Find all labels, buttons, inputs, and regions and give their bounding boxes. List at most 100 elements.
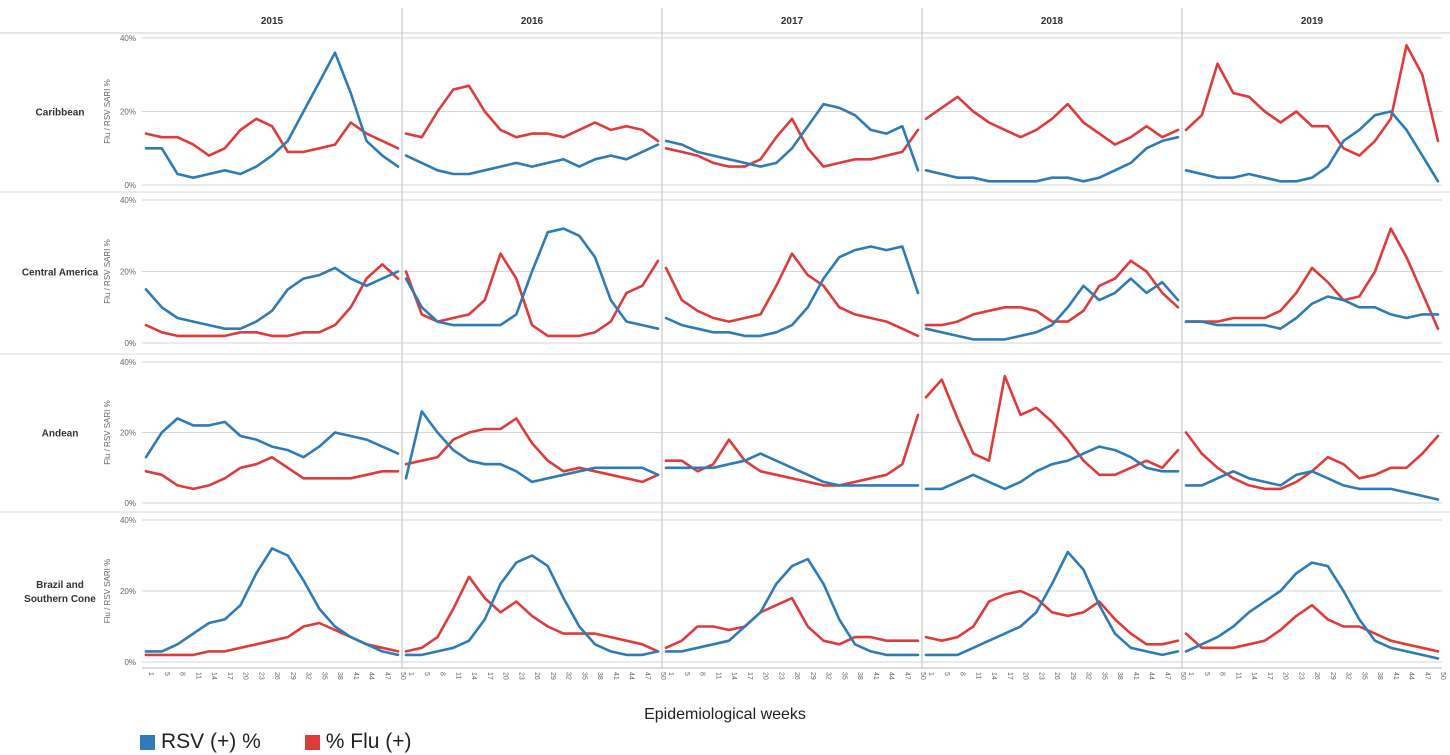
x-tick-label: 1 [147,672,154,676]
line-rsv-brazil-and-southern-cone-2018 [924,550,1180,657]
line-flu-caribbean-2015 [144,117,400,157]
x-tick-label: 50 [1179,672,1186,680]
x-tick-label: 14 [990,672,997,680]
region-label-brazil-and-southern-cone: Southern Cone [24,594,96,605]
x-tick-label: 1 [667,672,674,676]
x-tick-label: 47 [643,672,650,680]
x-tick-label: 41 [1132,672,1139,680]
x-tick-label: 32 [305,672,312,680]
line-rsv-central-america-2017 [664,245,920,338]
x-tick-label: 29 [1329,672,1336,680]
x-tick-label: 47 [903,672,910,680]
x-tick-label: 20 [1282,672,1289,680]
x-tick-label: 26 [793,672,800,680]
line-rsv-brazil-and-southern-cone-2017 [664,557,920,657]
x-tick-label: 44 [1148,672,1155,680]
x-tick-label: 38 [1116,672,1123,680]
x-tick-label: 29 [809,672,816,680]
x-tick-label: 41 [872,672,879,680]
x-tick-label: 41 [612,672,619,680]
year-header-2019: 2019 [1301,16,1324,27]
region-label-brazil-and-southern-cone: Brazil and [36,580,84,591]
x-tick-label: 44 [888,672,895,680]
y-tick-label: 40% [120,516,136,525]
x-tick-label: 44 [628,672,635,680]
y-tick-label: 0% [124,658,136,667]
x-tick-label: 5 [943,672,950,676]
y-tick-label: 0% [124,181,136,190]
x-tick-label: 29 [549,672,556,680]
x-axis-title: Epidemiological weeks [644,706,806,723]
x-tick-label: 47 [1163,672,1170,680]
x-tick-label: 5 [683,672,690,676]
x-tick-label: 11 [974,672,981,679]
x-tick-label: 38 [856,672,863,680]
x-tick-label: 1 [927,672,934,676]
line-flu-central-america-2018 [924,259,1180,327]
x-tick-label: 38 [1376,672,1383,680]
x-tick-label: 23 [257,672,264,680]
x-tick-label: 14 [210,672,217,680]
line-flu-andean-2018 [924,374,1180,477]
y-axis-title: Flu / RSV SARI % [103,559,112,623]
x-tick-label: 20 [502,672,509,680]
x-tick-label: 11 [454,672,461,679]
line-flu-caribbean-2018 [924,95,1180,146]
line-rsv-caribbean-2017 [664,102,920,172]
x-tick-label: 47 [1423,672,1430,680]
x-tick-label: 23 [1297,672,1304,680]
line-rsv-andean-2016 [404,410,660,484]
x-tick-label: 23 [1037,672,1044,680]
line-rsv-brazil-and-southern-cone-2016 [404,554,660,657]
line-rsv-andean-2019 [1184,469,1440,501]
line-flu-central-america-2017 [664,252,920,338]
x-tick-label: 8 [959,672,966,676]
line-rsv-andean-2018 [924,445,1180,491]
x-tick-label: 5 [423,672,430,676]
x-tick-label: 29 [289,672,296,680]
legend-item-flu: % Flu (+) [304,730,412,754]
x-tick-label: 26 [533,672,540,680]
x-tick-label: 14 [1250,672,1257,680]
x-tick-label: 41 [1392,672,1399,680]
y-axis-title: Flu / RSV SARI % [103,400,112,464]
x-tick-label: 26 [1313,672,1320,680]
x-tick-label: 35 [580,672,587,680]
line-flu-andean-2015 [144,455,400,491]
y-tick-label: 20% [120,429,136,438]
line-rsv-central-america-2016 [404,227,660,331]
line-rsv-central-america-2019 [1184,295,1440,331]
line-rsv-caribbean-2015 [144,51,400,179]
legend-label-rsv: RSV (+) % [161,730,261,753]
legend-swatch-flu [304,734,320,750]
y-tick-label: 0% [124,339,136,348]
x-tick-label: 11 [1234,672,1241,679]
x-tick-label: 20 [762,672,769,680]
x-tick-label: 50 [919,672,926,680]
x-tick-label: 23 [777,672,784,680]
line-flu-central-america-2015 [144,263,400,338]
y-axis-title: Flu / RSV SARI % [103,79,112,143]
x-tick-label: 41 [352,672,359,680]
x-tick-label: 35 [320,672,327,680]
line-rsv-caribbean-2019 [1184,110,1440,183]
line-rsv-andean-2017 [664,452,920,487]
legend: RSV (+) % % Flu (+) [140,730,412,754]
y-tick-label: 20% [120,108,136,117]
year-header-2015: 2015 [261,16,284,27]
line-flu-brazil-and-southern-cone-2018 [924,589,1180,646]
x-tick-label: 11 [714,672,721,679]
line-flu-caribbean-2016 [404,84,660,143]
line-rsv-caribbean-2018 [924,135,1180,183]
x-tick-label: 26 [1053,672,1060,680]
region-label-caribbean: Caribbean [36,108,85,119]
region-label-central-america: Central America [22,268,99,279]
line-flu-central-america-2019 [1184,227,1440,331]
x-tick-label: 8 [1219,672,1226,676]
line-rsv-brazil-and-southern-cone-2019 [1184,561,1440,660]
x-tick-label: 38 [596,672,603,680]
x-tick-label: 17 [1006,672,1013,680]
year-header-2018: 2018 [1041,16,1064,27]
year-header-2017: 2017 [781,16,804,27]
